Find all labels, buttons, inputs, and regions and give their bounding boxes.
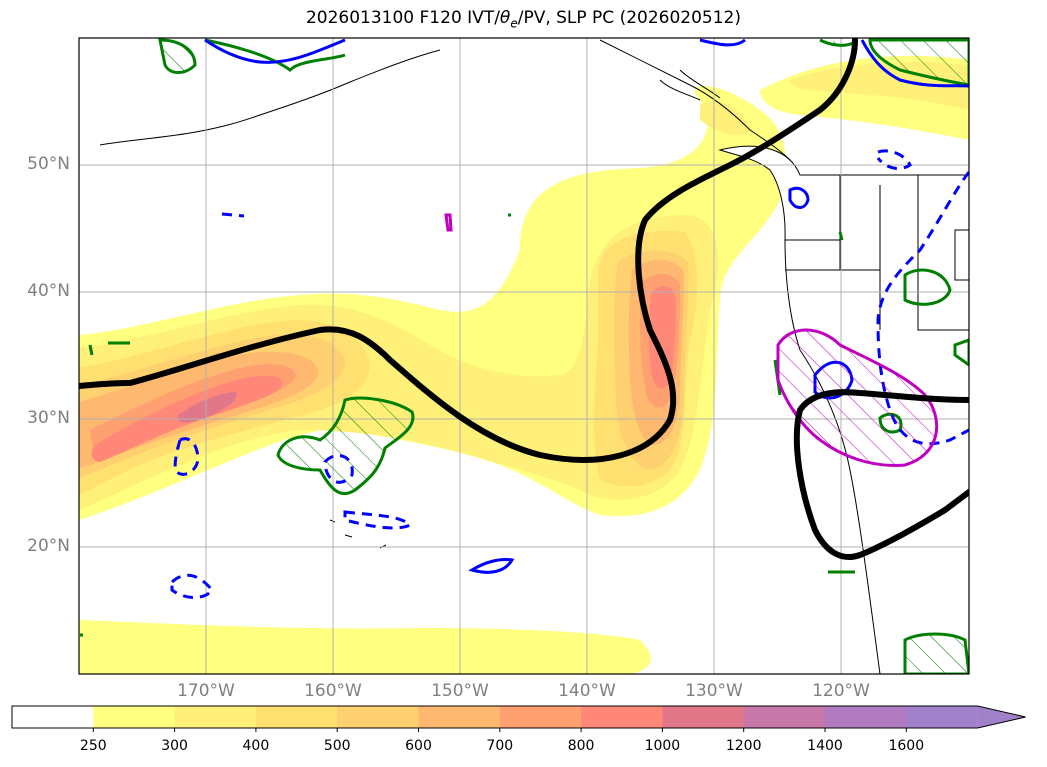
colorbar — [11, 705, 1026, 732]
lon-label: 150°W — [431, 681, 489, 701]
colorbar-segment — [499, 706, 582, 728]
map-title: 2026013100 F120 IVT/θe/PV, SLP PC (20260… — [305, 8, 742, 31]
colorbar-tick-label: 1600 — [888, 738, 925, 754]
lon-label: 160°W — [304, 681, 362, 701]
colorbar-tick-label: 600 — [405, 738, 432, 754]
lon-label: 120°W — [812, 681, 870, 701]
colorbar-segment — [337, 706, 419, 728]
colorbar-tick-label: 300 — [161, 738, 188, 754]
colorbar-tick-label: 500 — [323, 738, 351, 754]
colorbar-tick-label: 1000 — [644, 738, 681, 754]
colorbar-segment — [743, 706, 826, 728]
lat-label: 20°N — [27, 536, 70, 556]
colorbar-tick-label: 250 — [79, 738, 107, 754]
high-pv-contours — [444, 213, 939, 467]
map-frame — [78, 37, 970, 675]
lon-label: 130°W — [685, 681, 743, 701]
colorbar-segment — [12, 706, 94, 728]
graticule — [79, 38, 969, 674]
colorbar-segment — [825, 706, 907, 728]
colorbar-segment — [255, 706, 338, 728]
colorbar-segment — [174, 706, 257, 728]
colorbar-tick-label: 400 — [242, 738, 270, 754]
colorbar-segment — [581, 706, 663, 728]
colorbar-segment — [418, 706, 501, 728]
lat-label: 40°N — [27, 281, 70, 301]
colorbar-extend-arrow — [977, 706, 1026, 728]
colorbar-tick-label: 700 — [486, 738, 514, 754]
lat-label: 30°N — [27, 408, 70, 428]
lat-label: 50°N — [27, 154, 70, 174]
slp-contours — [79, 38, 969, 560]
colorbar-outline — [11, 705, 1026, 729]
colorbar-tick-label: 1400 — [807, 738, 843, 754]
lon-label: 140°W — [558, 681, 616, 701]
colorbar-tick-label: 800 — [567, 738, 595, 754]
colorbar-segment — [906, 706, 978, 728]
lon-label: 170°W — [177, 681, 235, 701]
colorbar-tick-label: 1200 — [725, 738, 762, 754]
colorbar-segment — [662, 706, 745, 728]
colorbar-segment — [93, 706, 176, 728]
